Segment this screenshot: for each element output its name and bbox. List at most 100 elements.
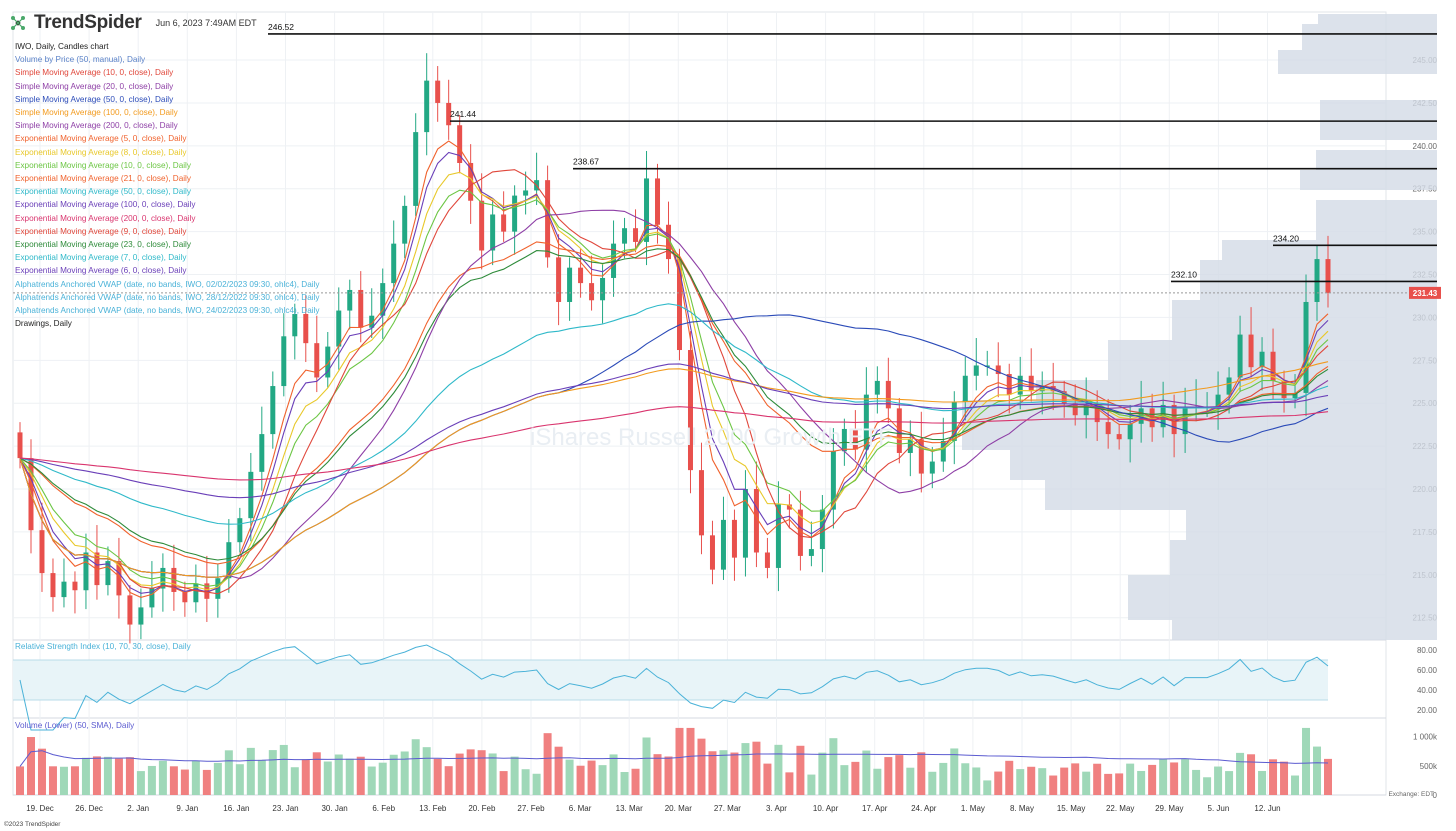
volume-bar [928, 771, 937, 795]
volume-bar [356, 756, 365, 795]
legend-item[interactable]: Simple Moving Average (200, 0, close), D… [15, 121, 178, 131]
volume-bar [1027, 766, 1036, 795]
candle-body [490, 214, 496, 251]
x-tick-label: 6. Feb [372, 804, 395, 813]
brand-name: TrendSpider [34, 12, 142, 34]
x-tick-label: 5. Jun [1208, 804, 1230, 813]
volume-bar [301, 759, 310, 795]
volume-bar [1214, 766, 1223, 795]
legend-item[interactable]: Exponential Moving Average (100, 0, clos… [15, 200, 196, 210]
candle-body [83, 552, 89, 591]
app-header: TrendSpider Jun 6, 2023 7:49AM EDT [10, 12, 257, 34]
candle-body [753, 489, 759, 553]
x-tick-label: 1. May [961, 804, 985, 813]
legend-item[interactable]: Exponential Moving Average (200, 0, clos… [15, 213, 196, 223]
legend-item[interactable]: Exponential Moving Average (8, 0, close)… [15, 147, 187, 157]
volume-bar [411, 739, 420, 795]
legend-item[interactable]: Alphatrends Anchored VWAP (date, no band… [15, 279, 320, 289]
legend-item[interactable]: Exponential Moving Average (50, 0, close… [15, 187, 191, 197]
legend-item[interactable]: IWO, Daily, Candles chart [15, 42, 109, 51]
candle-body [512, 195, 518, 232]
volume-bar [950, 748, 959, 795]
x-tick-label: 10. Apr [813, 804, 839, 813]
volume-bar [807, 774, 816, 795]
rsi-band [13, 660, 1328, 700]
legend-item[interactable]: Simple Moving Average (50, 0, close), Da… [15, 94, 174, 104]
legend-item[interactable]: Exponential Moving Average (10, 0, close… [15, 160, 191, 170]
volume-bar [532, 773, 541, 795]
x-tick-label: 9. Jan [176, 804, 198, 813]
x-tick-label: 6. Mar [569, 804, 592, 813]
candle-body [39, 530, 45, 574]
candle-body [1248, 334, 1254, 368]
x-tick-label: 27. Mar [714, 804, 741, 813]
candle-body [1050, 386, 1056, 392]
volume-bar [1313, 746, 1322, 795]
ema-200-line [19, 406, 1329, 481]
legend-item[interactable]: Simple Moving Average (100, 0, close), D… [15, 108, 178, 118]
legend-item[interactable]: Exponential Moving Average (5, 0, close)… [15, 134, 187, 144]
volume-bar [378, 762, 387, 795]
volume-bar [1269, 759, 1278, 795]
volume-bar [1049, 775, 1058, 795]
rsi-tick-label: 40.00 [1417, 686, 1438, 695]
candle-body [644, 178, 650, 242]
legend-item[interactable]: Volume by Price (50, manual), Daily [15, 55, 146, 65]
legend-item[interactable]: Simple Moving Average (10, 0, close), Da… [15, 68, 174, 78]
legend-item[interactable]: Exponential Moving Average (23, 0, close… [15, 240, 191, 250]
volume-bar [642, 737, 651, 795]
volume-bar [312, 752, 321, 795]
legend-item[interactable]: Exponential Moving Average (6, 0, close)… [15, 266, 187, 276]
volume-by-price-bar [1302, 24, 1437, 50]
volume-bar [455, 753, 464, 795]
legend-item[interactable]: Alphatrends Anchored VWAP (date, no band… [15, 292, 320, 302]
candle-body [1303, 301, 1309, 393]
candle-body [676, 259, 682, 351]
candle-body [995, 365, 1001, 375]
level-label: 232.10 [1171, 269, 1197, 279]
candle-body [61, 581, 67, 598]
volume-bar [499, 771, 508, 795]
x-tick-label: 24. Apr [911, 804, 937, 813]
legend-item[interactable]: Alphatrends Anchored VWAP (date, no band… [15, 306, 320, 316]
volume-bar [840, 765, 849, 795]
sma-100-line [19, 361, 1329, 578]
volume-bar [752, 741, 761, 795]
candle-body [336, 310, 342, 347]
volume-by-price-bar [1278, 50, 1437, 74]
x-tick-label: 17. Apr [862, 804, 888, 813]
volume-bar [147, 765, 156, 795]
volume-bar [279, 744, 288, 795]
candle-body [742, 489, 748, 558]
volume-bar [1291, 775, 1300, 795]
volume-bar [939, 762, 948, 795]
legend-item[interactable]: Exponential Moving Average (7, 0, close)… [15, 253, 187, 263]
volume-bar [180, 769, 189, 795]
volume-bar [235, 764, 244, 795]
candle-body [446, 102, 452, 126]
volume-bar [587, 760, 596, 795]
volume-bar [1016, 769, 1025, 795]
x-tick-label: 23. Jan [272, 804, 298, 813]
volume-bar [851, 761, 860, 795]
legend-item[interactable]: Exponential Moving Average (21, 0, close… [15, 174, 191, 184]
legend-item[interactable]: Exponential Moving Average (9, 0, close)… [15, 226, 187, 236]
candle-body [226, 542, 232, 579]
volume-bar [994, 771, 1003, 795]
candle-body [105, 561, 111, 586]
volume-bar [1159, 758, 1168, 795]
volume-bar [1324, 758, 1332, 795]
volume-bar [1071, 763, 1080, 795]
candle-body [501, 214, 507, 232]
candle-body [1116, 434, 1122, 440]
legend-item[interactable]: Simple Moving Average (20, 0, close), Da… [15, 81, 174, 91]
legend-item[interactable]: Drawings, Daily [15, 319, 72, 329]
x-tick-label: 13. Feb [419, 804, 447, 813]
ema-50-line [19, 303, 1329, 525]
x-tick-label: 29. May [1155, 804, 1183, 813]
volume-bar [1082, 771, 1091, 795]
volume-bar [884, 757, 893, 795]
candle-body [270, 386, 276, 435]
candle-body [1314, 259, 1320, 302]
